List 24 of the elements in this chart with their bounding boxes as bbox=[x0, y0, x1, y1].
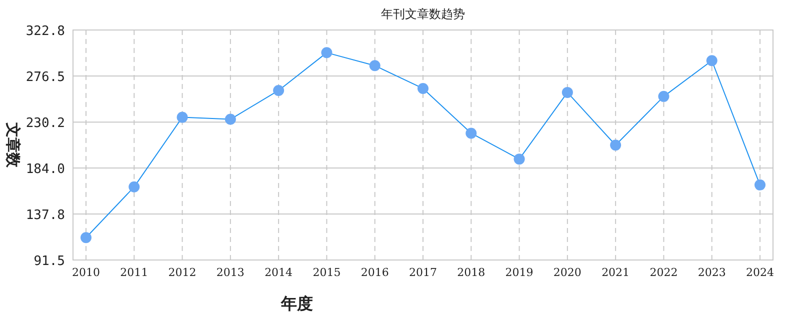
x-tick-label: 2017 bbox=[409, 266, 437, 279]
x-tick-label: 2022 bbox=[650, 266, 678, 279]
x-tick-label: 2024 bbox=[746, 266, 774, 279]
x-tick-label: 2014 bbox=[264, 266, 293, 279]
x-tick-label: 2016 bbox=[360, 266, 389, 279]
x-tick-label: 2011 bbox=[120, 266, 148, 279]
x-tick-label: 2013 bbox=[216, 266, 244, 279]
x-tick-label: 2020 bbox=[553, 266, 582, 279]
y-tick-label: 230.2 bbox=[26, 116, 65, 132]
x-tick-label: 2021 bbox=[602, 266, 630, 279]
x-tick-label: 2018 bbox=[457, 266, 486, 279]
x-tick-label: 2012 bbox=[168, 266, 196, 279]
y-tick-label: 276.5 bbox=[26, 70, 65, 86]
x-tick-label: 2015 bbox=[312, 266, 341, 279]
x-axis-title: 年度 bbox=[280, 294, 313, 313]
y-tick-label: 184.0 bbox=[26, 162, 65, 178]
chart-title: 年刊文章数趋势 bbox=[381, 7, 465, 21]
x-tick-label: 2019 bbox=[505, 266, 534, 279]
y-axis-title: 文章数 bbox=[4, 122, 22, 168]
y-tick-label: 91.5 bbox=[34, 254, 65, 269]
y-tick-label: 322.8 bbox=[26, 24, 65, 39]
x-tick-label: 2023 bbox=[698, 266, 726, 279]
y-tick-label: 137.8 bbox=[26, 208, 65, 223]
x-tick-label: 2010 bbox=[72, 266, 100, 279]
